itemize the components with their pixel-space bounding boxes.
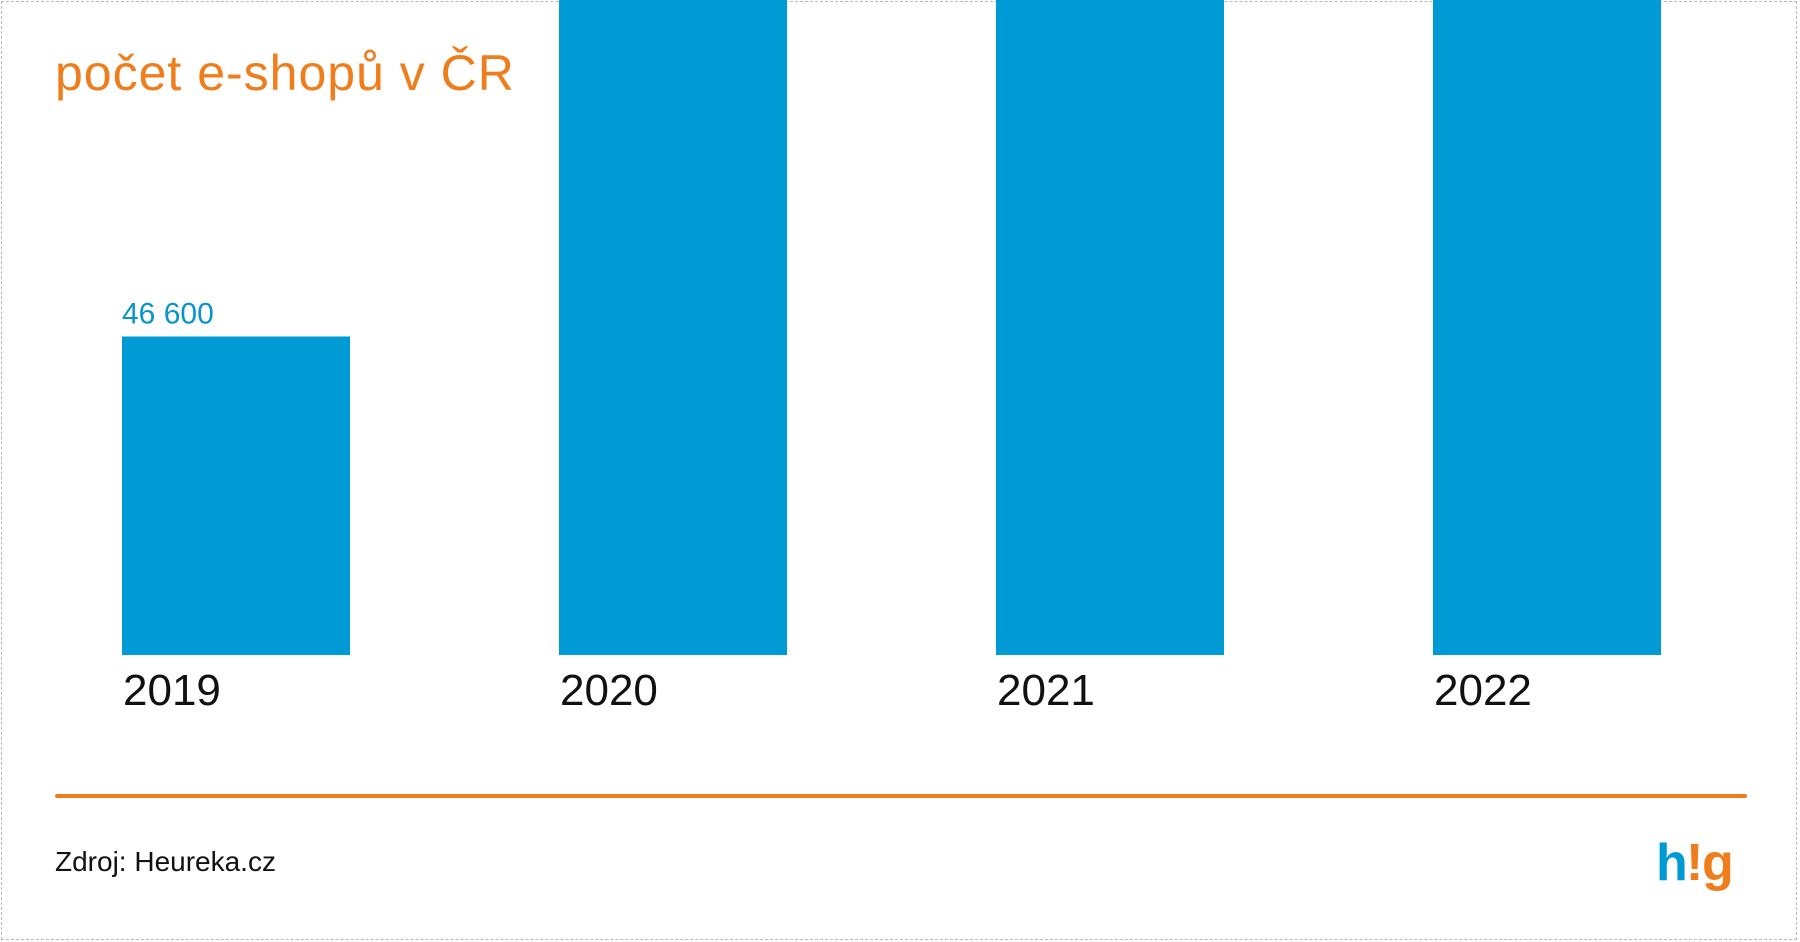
- bar-2020: [559, 0, 787, 656]
- source-note: Zdroj: Heureka.cz: [55, 846, 276, 877]
- category-label-2021: 2021: [997, 666, 1095, 715]
- category-label-2019: 2019: [123, 666, 221, 715]
- bar-chart: 46 600201949 500202050 985202150 1002022: [122, 0, 1661, 715]
- bar-2021: [996, 0, 1224, 655]
- footer-divider: [55, 794, 1747, 798]
- logo-letter-h: h: [1656, 834, 1688, 892]
- logo-letter-g: g: [1702, 834, 1734, 892]
- logo-letter-exclamation: !: [1686, 834, 1703, 892]
- category-label-2020: 2020: [560, 666, 658, 715]
- value-label-2019: 46 600: [122, 298, 214, 331]
- hig-logo: h ! g: [1656, 834, 1734, 892]
- chart-title: počet e-shopů v ČR: [55, 45, 515, 101]
- bar-2019: [122, 336, 350, 655]
- bar-2022: [1433, 0, 1661, 656]
- category-label-2022: 2022: [1434, 666, 1532, 715]
